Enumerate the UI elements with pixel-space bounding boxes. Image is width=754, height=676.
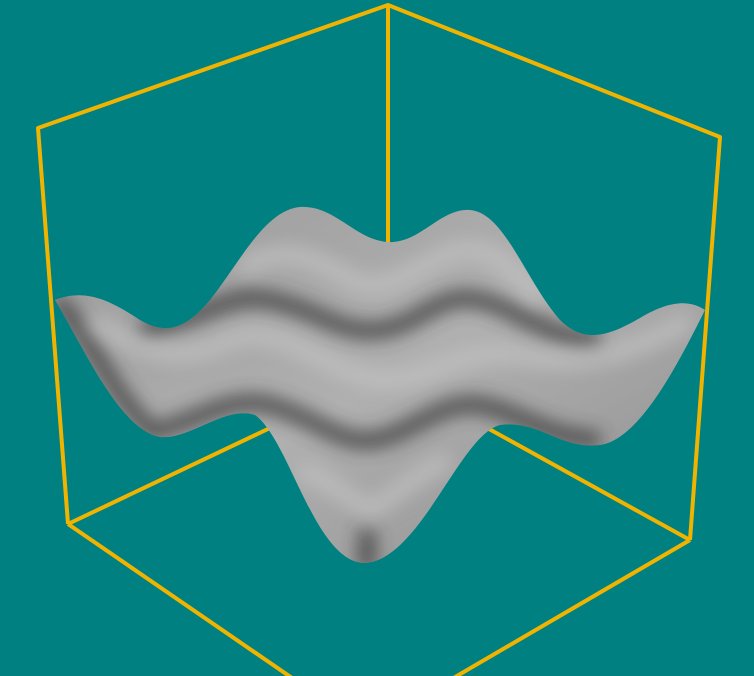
box-edge [36, 3, 722, 541]
box-edge [66, 522, 293, 676]
trough-shade [138, 290, 601, 348]
box-back [67, 5, 691, 542]
box-edge [452, 538, 692, 676]
surface [55, 206, 705, 563]
box-edge [479, 422, 691, 542]
crest-shade [85, 312, 695, 390]
box-front [36, 3, 722, 676]
trough-shade [157, 394, 601, 449]
crest-shade [234, 240, 547, 307]
trough-shade [357, 527, 376, 563]
trough-shade [55, 293, 165, 444]
crest-shade [296, 451, 454, 521]
box-edge [67, 426, 271, 526]
